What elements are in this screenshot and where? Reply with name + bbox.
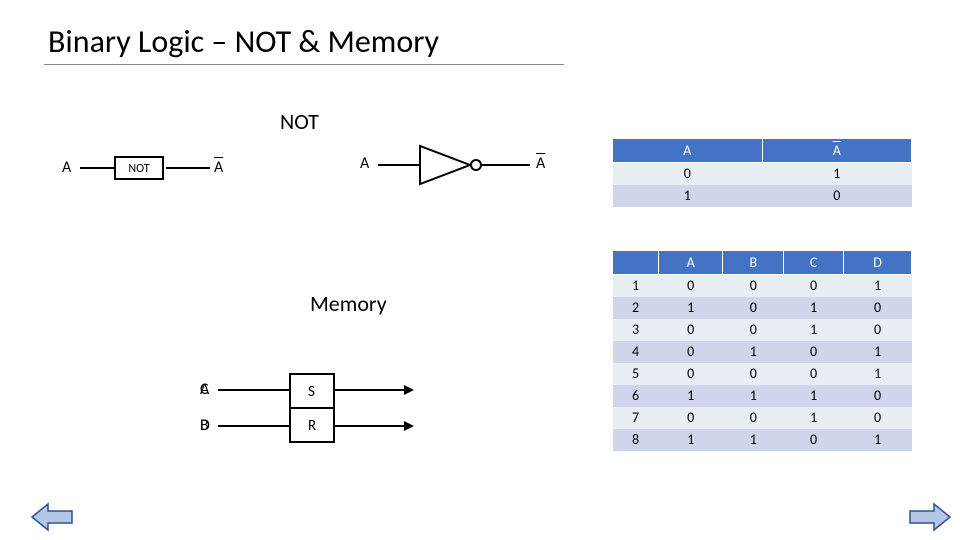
table-cell: 0: [723, 297, 784, 319]
table-cell: 0: [844, 385, 912, 407]
table-row: 21010: [613, 297, 912, 319]
svg-text:S: S: [308, 383, 315, 401]
table-cell: 0: [844, 319, 912, 341]
table-cell: 1: [784, 407, 844, 429]
table-cell: 2: [613, 297, 659, 319]
sr-latch-diagram: A B C D S R: [200, 370, 440, 450]
table-cell: 1: [659, 429, 723, 451]
table-cell: 0: [784, 429, 844, 451]
table-cell: 1: [659, 297, 723, 319]
not-truth-table: AA 0110: [612, 138, 912, 207]
slide-title: Binary Logic – NOT & Memory: [48, 22, 439, 61]
nav-prev-button[interactable]: [30, 502, 74, 532]
table-cell: 8: [613, 429, 659, 451]
table-row: 40101: [613, 341, 912, 363]
table-header: D: [844, 251, 912, 275]
table-header: A: [659, 251, 723, 275]
not-gate-diagram: A A: [360, 140, 560, 190]
table-header: [613, 251, 659, 275]
table-cell: 0: [784, 363, 844, 385]
table-cell: 1: [723, 341, 784, 363]
title-underline: [44, 64, 564, 65]
table-cell: 1: [613, 275, 659, 297]
not-block-diagram: A NOT A: [62, 152, 242, 192]
arrow-left-icon: [30, 502, 74, 532]
table-cell: 0: [613, 163, 763, 185]
table-cell: 5: [613, 363, 659, 385]
memory-section-label: Memory: [310, 290, 387, 317]
table-cell: 1: [784, 385, 844, 407]
table-cell: 0: [762, 185, 912, 207]
table-cell: 0: [659, 341, 723, 363]
not-block-input-label: A: [62, 158, 71, 177]
table-cell: 0: [723, 319, 784, 341]
table-cell: 0: [844, 407, 912, 429]
not-gate-input-label: A: [360, 154, 369, 173]
nav-next-button[interactable]: [908, 502, 952, 532]
arrow-right-icon: [908, 502, 952, 532]
table-row: 81101: [613, 429, 912, 451]
sr-output-c: C: [200, 380, 209, 399]
table-cell: 1: [784, 319, 844, 341]
table-cell: 1: [844, 341, 912, 363]
table-cell: 1: [844, 275, 912, 297]
table-header: A: [613, 139, 763, 163]
table-cell: 1: [723, 429, 784, 451]
table-cell: 7: [613, 407, 659, 429]
table-row: 01: [613, 163, 912, 185]
not-section-label: NOT: [280, 108, 319, 135]
sr-output-d: D: [200, 416, 210, 435]
table-cell: 0: [723, 275, 784, 297]
table-cell: 1: [844, 363, 912, 385]
not-gate-output-label: A: [536, 154, 545, 173]
table-cell: 4: [613, 341, 659, 363]
table-header: C: [784, 251, 844, 275]
table-cell: 6: [613, 385, 659, 407]
svg-text:R: R: [308, 417, 316, 435]
table-cell: 0: [784, 341, 844, 363]
table-cell: 1: [784, 297, 844, 319]
table-row: 30010: [613, 319, 912, 341]
table-row: 50001: [613, 363, 912, 385]
table-cell: 0: [723, 407, 784, 429]
not-block-box: NOT: [114, 156, 164, 180]
table-cell: 1: [723, 385, 784, 407]
table-row: 61110: [613, 385, 912, 407]
not-block-output-label: A: [214, 158, 223, 177]
table-cell: 1: [659, 385, 723, 407]
table-cell: 1: [762, 163, 912, 185]
memory-truth-table: ABCD 10001210103001040101500016111070010…: [612, 250, 912, 451]
table-cell: 0: [659, 319, 723, 341]
table-cell: 3: [613, 319, 659, 341]
table-cell: 0: [844, 297, 912, 319]
table-cell: 0: [723, 363, 784, 385]
table-row: 70010: [613, 407, 912, 429]
table-cell: 0: [659, 363, 723, 385]
wire: [80, 167, 114, 169]
table-header: A: [762, 139, 912, 163]
table-cell: 1: [844, 429, 912, 451]
sr-latch-svg: S R: [200, 370, 440, 450]
not-gate-svg: [360, 140, 560, 190]
table-cell: 1: [613, 185, 763, 207]
table-cell: 0: [659, 407, 723, 429]
table-header: B: [723, 251, 784, 275]
wire: [166, 167, 210, 169]
table-row: 10: [613, 185, 912, 207]
table-row: 10001: [613, 275, 912, 297]
table-cell: 0: [659, 275, 723, 297]
table-cell: 0: [784, 275, 844, 297]
